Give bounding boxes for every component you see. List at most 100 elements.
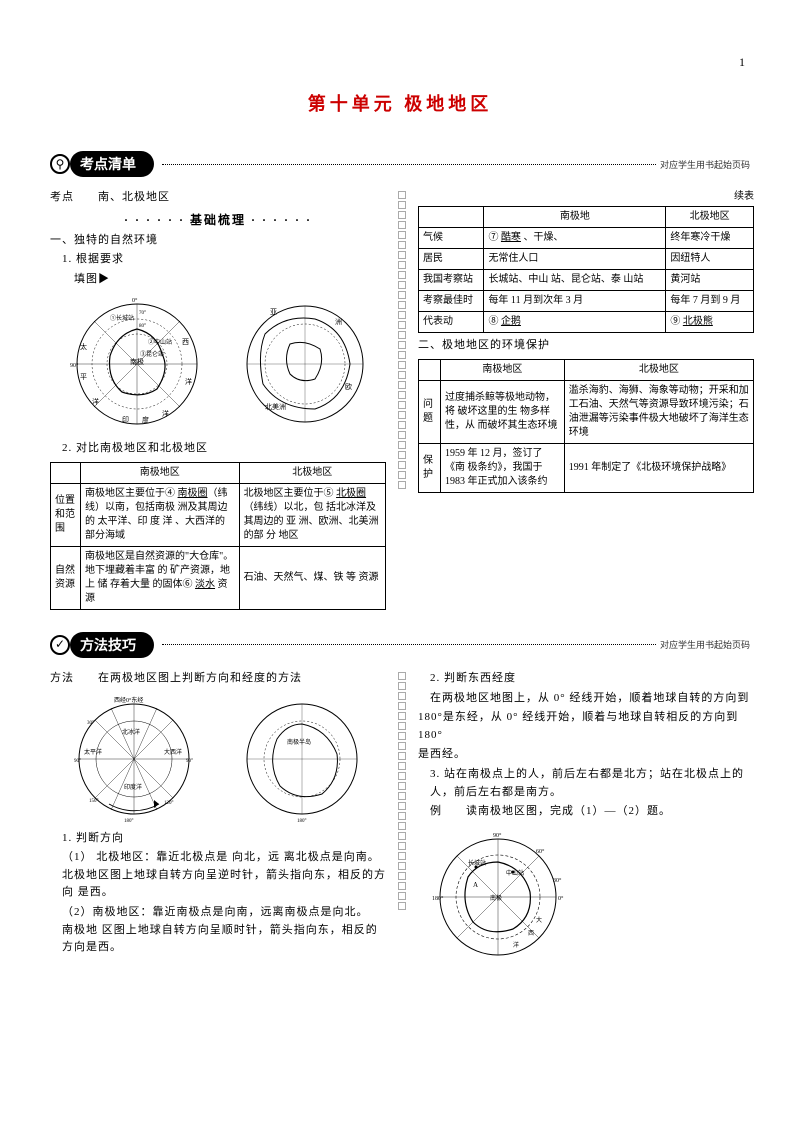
svg-text:印度洋: 印度洋 [124,783,142,791]
c2-r2c2: 黄河站 [666,270,754,291]
c2-r1c1: 无常住人口 [484,249,666,270]
p-r0c1: 过度捕杀鲸等极地动物，将 破坏这里的生 物多样性，从 而破坏其生态环境 [440,380,564,443]
protect-table: 南极地区 北极地区 问题 过度捕杀鲸等极地动物，将 破坏这里的生 物多样性，从 … [418,359,754,493]
svg-text:180°: 180° [297,819,307,824]
column-divider [398,187,406,614]
h2: 二、极地地区的环境保护 [418,337,754,355]
kaodian-right-col: 续表 南极地 北极地区 气候 ⑦ 酷寒 、干燥、 终年寒冷干燥 居民 无常住人口… [418,187,754,614]
compare-table-1: 南极地区 北极地区 位置和范围 南极地区主要位于④ 南极圈（纬线）以南，包括南极… [50,462,386,610]
svg-text:大: 大 [536,916,542,924]
example: 例 读南极地区图，完成（1）—（2）题。 [418,803,754,821]
fangfa-columns: 方法 在两极地区图上判断方向和经度的方法 西经0°东经 北冰洋 印度洋 大西洋 … [50,668,750,967]
svg-text:180°: 180° [432,895,444,902]
c2-r1c0: 居民 [419,249,484,270]
svg-text:0°: 0° [132,297,138,304]
svg-text:30°: 30° [553,877,562,884]
svg-text:长城站: 长城站 [468,859,486,867]
svg-text:洲: 洲 [335,318,342,326]
c1-h1: 南极地区 [81,462,240,483]
c2-h0 [419,207,484,228]
svg-text:度: 度 [142,415,149,424]
svg-text:70°: 70° [139,311,146,316]
c2-h2: 北极地区 [666,207,754,228]
fangfa-note: 对应学生用书起始页码 [660,638,750,651]
h1-1: 1. 根据要求 [50,251,386,269]
svg-text:南极半岛: 南极半岛 [287,738,311,746]
p1-2: （2）南极地区：靠近南极点是向南，远离南极点是向北。 南极地 区图上地球自转方向… [50,904,386,957]
svg-text:印: 印 [122,416,129,424]
method-title: 方法 在两极地区图上判断方向和经度的方法 [50,670,386,688]
c2-r3c1: 每年 11 月到次年 3 月 [484,291,666,312]
c1-h2: 北极地区 [239,462,385,483]
page-number: 1 [739,55,745,70]
svg-text:150°: 150° [89,799,99,804]
check-icon: ✓ [50,635,70,655]
p2-3: 是西经。 [418,746,754,764]
method-map-2: 南极半岛 180° [232,694,372,824]
c2-r2c0: 我国考察站 [419,270,484,291]
c2-r0c1: ⑦ 酷寒 、干燥、 [484,228,666,249]
p-r0c2: 滥杀海豹、海狮、海象等动物；开采和加工石油、天然气等资源导致环境污染；石油泄漏等… [564,380,753,443]
svg-text:太平洋: 太平洋 [84,748,102,756]
c1-r1c2: 石油、天然气、煤、铁 等 资源 [239,546,385,609]
svg-text:A: A [473,881,478,889]
svg-text:60°: 60° [536,848,545,855]
p2-2: 180°是东经，从 0° 经线开始，顺着与地球自转相反的方向到 180° [418,709,754,744]
svg-text:90°: 90° [186,759,193,764]
svg-text:西: 西 [182,338,189,346]
kaodian-point: 考点 南、北极地区 [50,189,386,207]
c2-r3c0: 考察最佳时 [419,291,484,312]
p-h2: 北极地区 [564,359,753,380]
antarctic-map: 南极 ①长城站 ②中山站 ③昆仑站 太 平 洋 西 洋 印 度 洋 0° 90°… [62,294,212,434]
svg-text:②中山站: ②中山站 [148,338,172,346]
compare-table-2: 南极地 北极地区 气候 ⑦ 酷寒 、干燥、 终年寒冷干燥 居民 无常住人口 因纽… [418,206,754,333]
p-r1c2: 1991 年制定了《北极环境保护战略》 [564,443,753,492]
method-maps: 西经0°东经 北冰洋 印度洋 大西洋 太平洋 90° 90° 150° 180°… [50,694,386,824]
svg-text:90°: 90° [493,832,502,839]
svg-text:0°: 0° [558,895,564,902]
svg-text:中山站: 中山站 [506,869,524,877]
svg-text:平: 平 [80,373,87,381]
svg-text:南极: 南极 [130,357,144,366]
svg-text:洋: 洋 [92,397,99,406]
svg-text:①长城站: ①长城站 [110,314,134,322]
c2-r3c2: 每年 7 月到 9 月 [666,291,754,312]
p2-1: 在两极地区地图上，从 0° 经线开始，顺着地球自转的方向到 [418,690,754,708]
svg-text:120°: 120° [164,801,174,806]
p-r0c0: 问题 [419,380,441,443]
section-kaodian-pill: 考点清单 [70,151,154,177]
c1-r0c1: 南极地区主要位于④ 南极圈（纬线）以南，包括南极 洲及其周边的 太平洋、印 度 … [81,483,240,546]
p2-h: 2. 判断东西经度 [418,670,754,688]
fangfa-left-col: 方法 在两极地区图上判断方向和经度的方法 西经0°东经 北冰洋 印度洋 大西洋 … [50,668,386,967]
svg-text:亚: 亚 [270,308,277,316]
svg-text:30°: 30° [87,721,94,726]
arctic-map: 亚 洲 欧 北美洲 [235,294,375,434]
c2-r0c2: 终年寒冷干燥 [666,228,754,249]
dotted-line [162,164,656,165]
c2-r1c2: 因纽特人 [666,249,754,270]
svg-text:80°: 80° [139,324,146,329]
c2-r0c0: 气候 [419,228,484,249]
c1-r1c1: 南极地区是自然资源的"大仓库"。 地下埋藏着丰富 的 矿产资源，地上 储 存着大… [81,546,240,609]
c2-r4c1: ⑧ 企鹅 [484,312,666,333]
svg-text:90°: 90° [70,362,79,369]
method-map-1: 西经0°东经 北冰洋 印度洋 大西洋 太平洋 90° 90° 150° 180°… [64,694,204,824]
svg-text:洋: 洋 [162,409,169,418]
svg-text:西经0°东经: 西经0°东经 [114,696,143,704]
svg-text:洋: 洋 [185,377,192,386]
p1-1: （1） 北极地区：靠近北极点是 向北，远 离北极点是向南。 北极地区图上地球自转… [50,849,386,902]
fangfa-right-col: 2. 判断东西经度 在两极地区地图上，从 0° 经线开始，顺着地球自转的方向到 … [418,668,754,967]
dotted-line-2 [162,644,656,645]
c2-h1: 南极地 [484,207,666,228]
basics-heading: · · · · · · 基础梳理 · · · · · · [50,211,386,228]
c2-r2c1: 长城站、中山 站、昆仑站、泰 山站 [484,270,666,291]
p3: 3. 站在南极点上的人，前后左右都是北方；站在北极点上的 人，前后左右都是南方。 [418,766,754,801]
kaodian-left-col: 考点 南、北极地区 · · · · · · 基础梳理 · · · · · · 一… [50,187,386,614]
svg-text:欧: 欧 [345,382,352,391]
c2-r4c0: 代表动 [419,312,484,333]
section-kaodian-header: ⚲ 考点清单 对应学生用书起始页码 [50,151,750,177]
svg-text:90°: 90° [74,759,81,764]
c2-r4c2: ⑨ 北极熊 [666,312,754,333]
polar-maps-row: 南极 ①长城站 ②中山站 ③昆仑站 太 平 洋 西 洋 印 度 洋 0° 90°… [50,294,386,434]
kaodian-columns: 考点 南、北极地区 · · · · · · 基础梳理 · · · · · · 一… [50,187,750,614]
